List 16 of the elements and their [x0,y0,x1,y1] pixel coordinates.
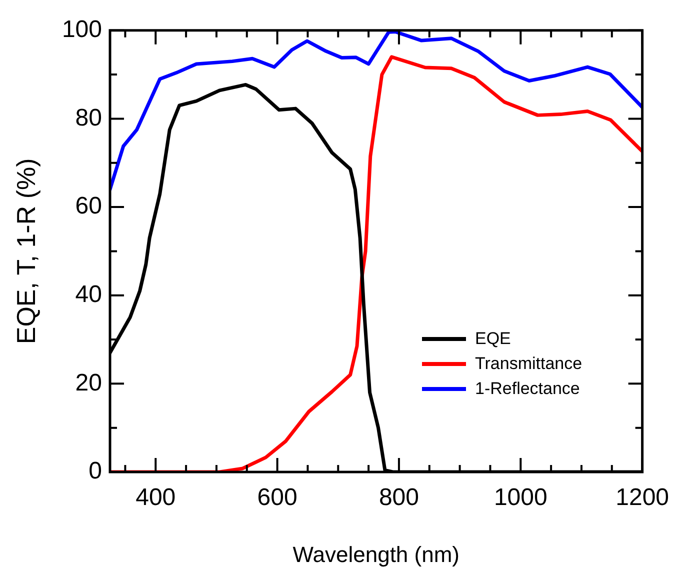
y-tick-label: 20 [75,369,102,396]
x-tick-label: 1000 [494,484,548,512]
x-tick-label: 800 [378,484,419,512]
legend-label: Transmittance [475,353,582,375]
y-tick-label: 0 [88,458,102,485]
y-tick-label: 80 [75,104,102,132]
x-axis-title: Wavelength (nm) [292,542,460,567]
y-tick-label: 100 [62,16,102,44]
x-tick-label: 400 [136,484,176,512]
y-tick-label: 40 [75,280,102,308]
x-tick-label: 600 [257,484,298,512]
y-tick-label: 60 [75,192,102,220]
x-tick-label: 1200 [616,484,669,512]
y-axis-title: EQE, T, 1-R (%) [10,158,41,344]
legend-label: EQE [475,328,511,350]
legend-label: 1-Reflectance [475,378,580,400]
